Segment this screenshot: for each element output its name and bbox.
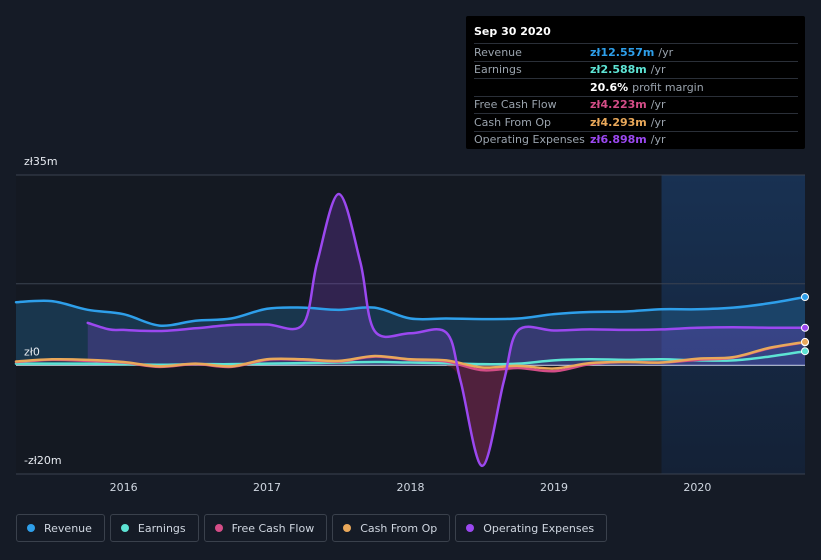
tooltip-row-suffix: /yr [650,98,666,112]
x-tick-label: 2019 [540,481,568,494]
legend-label: Earnings [137,521,186,535]
legend-label: Free Cash Flow [231,521,315,535]
tooltip-row-value: zł4.293m [590,115,647,129]
tooltip-row-value: zł12.557m [590,45,655,59]
tooltip-row: 20.6% profit margin [474,78,798,96]
legend-dot-icon [343,524,352,532]
tooltip-row: Revenue zł12.557m/yr [474,43,798,61]
tooltip-date: Sep 30 2020 [474,25,551,38]
cash-from-op-line [14,340,807,370]
legend-label: Operating Expenses [483,521,595,535]
legend-label: Revenue [44,521,92,535]
tooltip-row-suffix: /yr [650,133,666,147]
tooltip-row-label: Operating Expenses [474,133,585,147]
legend-item-earnings[interactable]: Earnings [109,514,199,542]
tooltip-row-suffix: /yr [650,63,666,77]
tooltip-row-label: Cash From Op [474,115,552,129]
legend: Revenue Earnings Free Cash Flow Cash From O… [16,514,608,542]
forecast-shade [661,175,805,474]
tooltip-row-label: Revenue [474,45,522,59]
tooltip-row-value: zł2.588m [590,63,647,77]
tooltip-row-label: Free Cash Flow [474,98,557,112]
tooltip-row: Cash From Op zł4.293m/yr [474,113,798,131]
y-axis-label: zł0 [24,345,40,358]
tooltip-row-value: 20.6% [590,80,629,94]
negative-dip-area [446,365,519,466]
tooltip-row-value: zł4.223m [590,98,647,112]
legend-item-revenue[interactable]: Revenue [16,514,105,542]
cash-from-op-end-point [801,337,809,346]
revenue-end-point [801,293,809,302]
legend-dot-icon [466,524,475,532]
earnings-end-point [801,347,809,356]
x-tick-label: 2017 [253,481,281,494]
legend-item-free-cash-flow[interactable]: Free Cash Flow [203,514,328,542]
tooltip-row: Free Cash Flow zł4.223m/yr [474,95,798,114]
tooltip-row-suffix: /yr [650,115,666,129]
legend-item-cash-from-op[interactable]: Cash From Op [332,514,451,542]
legend-label: Cash From Op [360,521,438,535]
tooltip-row-value: zł6.898m [590,133,647,147]
legend-dot-icon [120,524,129,532]
legend-dot-icon [27,524,35,532]
tooltip-row: Earnings zł2.588m/yr [474,60,798,79]
legend-dot-icon [214,524,223,532]
operating-expenses-line [86,192,807,468]
operating-expenses-end-point [801,323,809,332]
tooltip-row-suffix: /yr [658,45,674,59]
tooltip-panel: Sep 30 2020 Revenue zł12.557m/yr Earnings z… [466,16,805,149]
x-tick-label: 2018 [397,481,425,494]
y-axis-label: -zł20m [24,454,62,467]
tooltip-row-suffix: profit margin [632,80,704,94]
y-axis-label: zł35m [24,155,58,168]
revenue-line [14,295,807,327]
revenue-area [16,297,805,366]
tooltip-row: Operating Expenses zł6.898m/yr [474,130,798,149]
tooltip-row-label: Earnings [474,63,522,77]
x-tick-label: 2016 [110,481,138,494]
x-tick-label: 2020 [683,481,711,494]
legend-item-operating-expenses[interactable]: Operating Expenses [455,514,608,542]
